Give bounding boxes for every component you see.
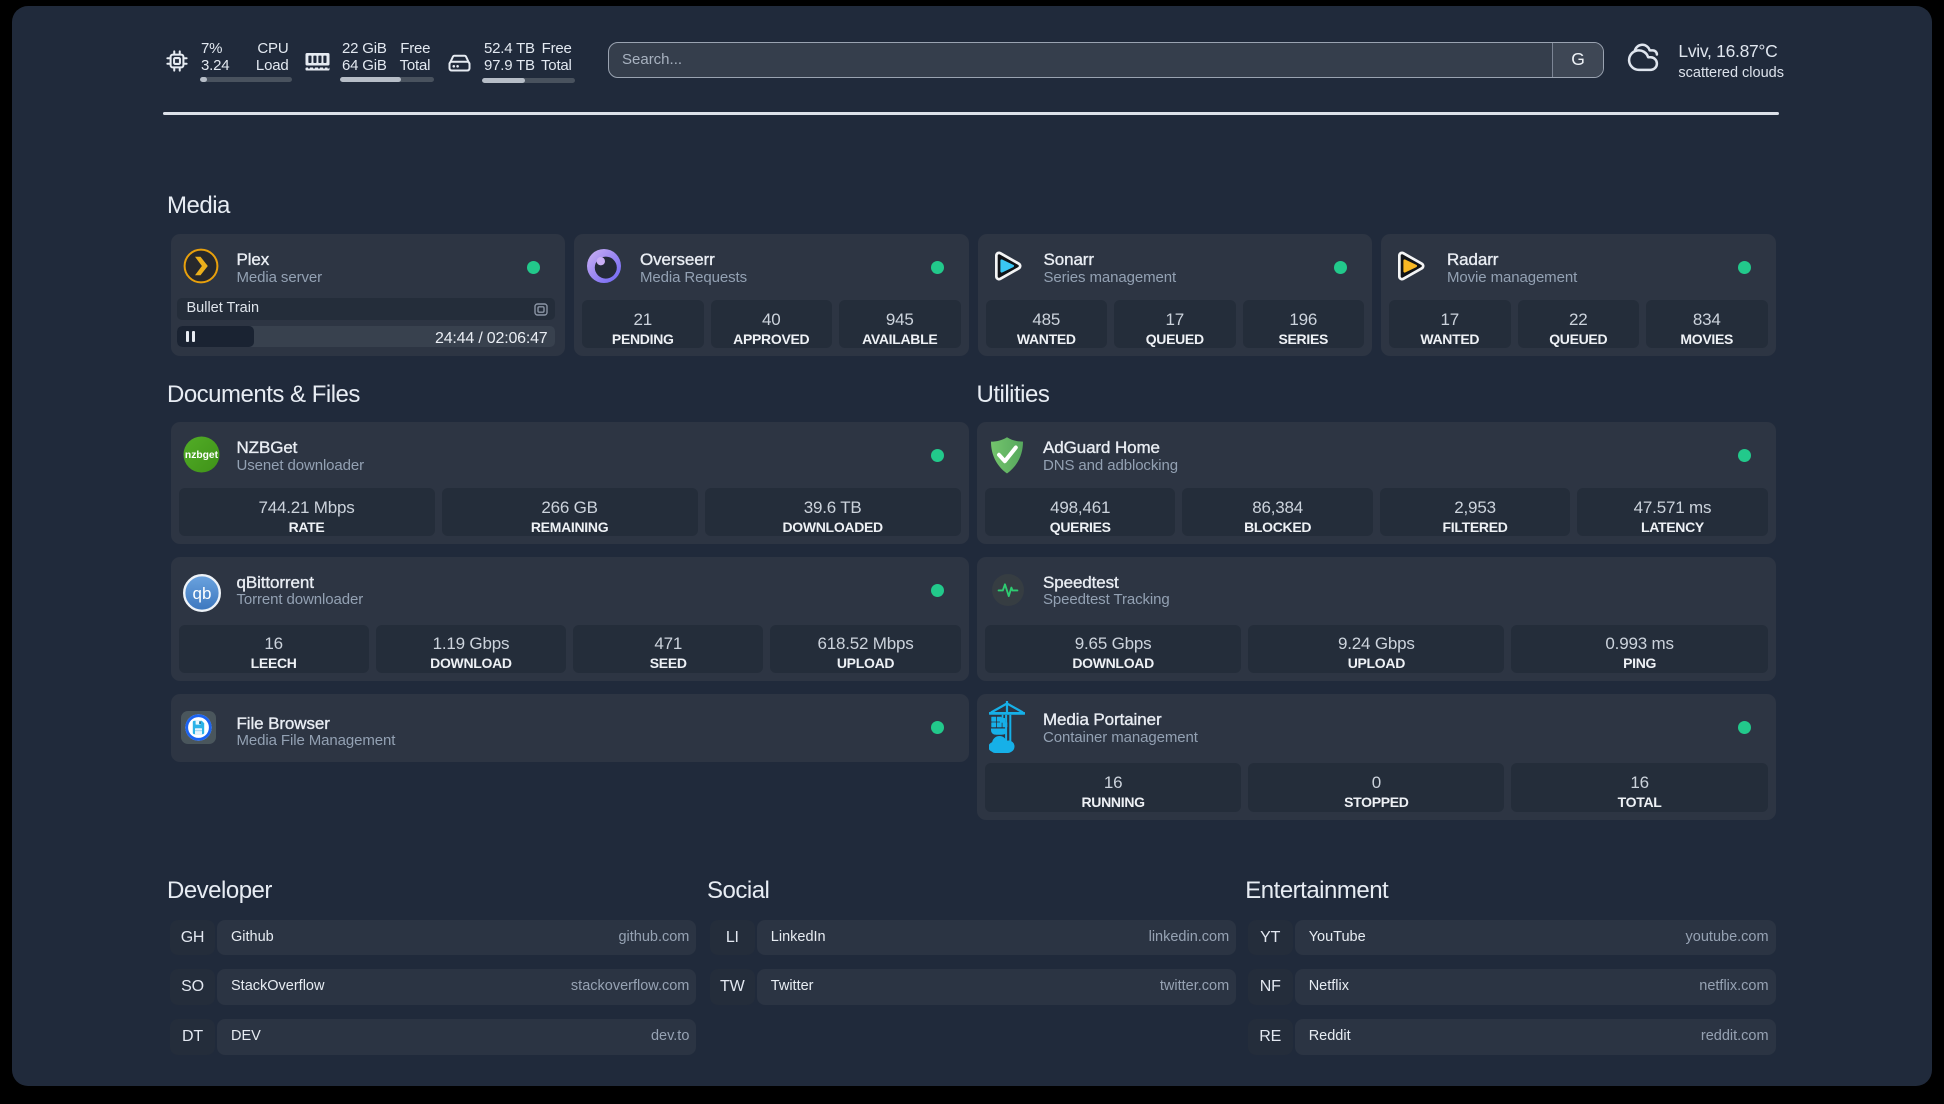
svg-text:qb: qb	[192, 584, 211, 603]
svg-text:nzbget: nzbget	[184, 450, 218, 461]
